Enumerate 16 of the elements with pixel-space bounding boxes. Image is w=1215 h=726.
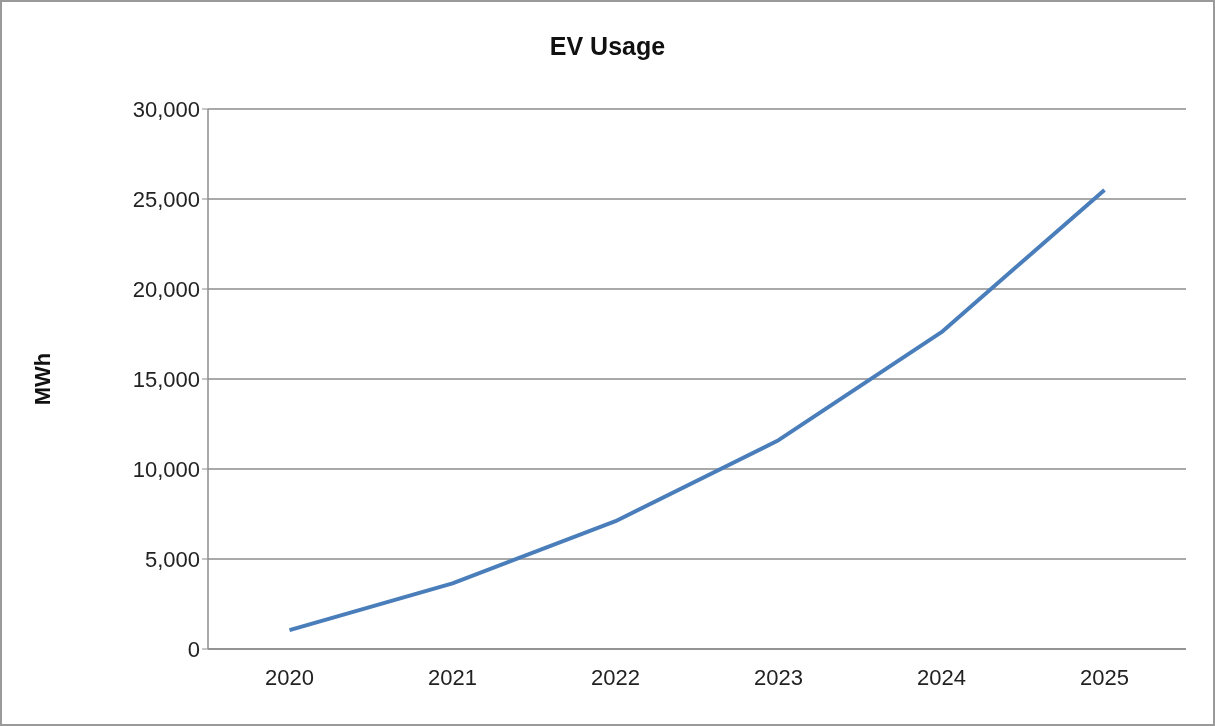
x-tick-label: 2023 bbox=[754, 664, 803, 690]
x-tick-label: 2020 bbox=[265, 664, 314, 690]
x-tick-label: 2025 bbox=[1080, 664, 1129, 690]
y-tick-label: 5,000 bbox=[144, 546, 200, 572]
y-tick-label: 10,000 bbox=[132, 456, 200, 482]
x-tick-label: 2024 bbox=[917, 664, 966, 690]
x-tick-label: 2022 bbox=[591, 664, 640, 690]
chart-title: EV Usage bbox=[548, 32, 667, 61]
y-axis-title: MWh bbox=[29, 352, 55, 406]
y-tick-label: 15,000 bbox=[132, 366, 200, 392]
line-series bbox=[287, 188, 1107, 633]
y-tick-label: 20,000 bbox=[132, 276, 200, 302]
y-tick-label: 0 bbox=[187, 636, 200, 662]
y-tick-label: 30,000 bbox=[132, 96, 200, 122]
x-tick-label: 2021 bbox=[428, 664, 477, 690]
y-tick-label: 25,000 bbox=[132, 186, 200, 212]
